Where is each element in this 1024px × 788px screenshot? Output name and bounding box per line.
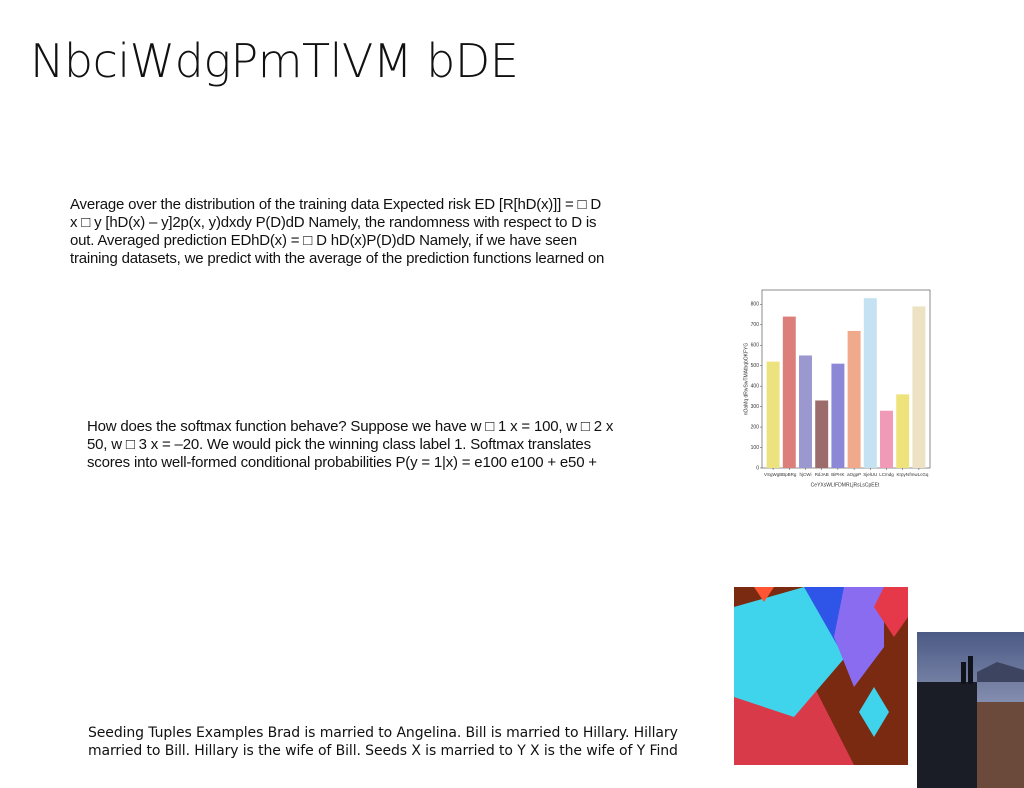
text-line: Seeding Tuples Examples Brad is married … [88,725,678,741]
slide-title: NbciWdgPmTlVM bDE [30,34,519,88]
abstract-image [734,587,908,765]
y-tick-label: 300 [751,404,760,410]
x-tick-label: SjelUU [863,472,877,477]
x-tick-label: hjCWi [800,472,812,477]
y-tick-label: 0 [756,465,759,471]
x-tick-label: aOgpP [847,472,861,477]
x-tick-label: BiPHK [831,472,844,477]
bar [831,363,845,468]
text-line: training datasets, we predict with the a… [70,250,605,267]
x-tick-label: fmwLcGq [909,472,929,477]
text-line: x □ y [hD(x) – y]2p(x, y)dxdy P(D)dD Nam… [70,214,597,231]
x-tick-label: BpBRg [782,472,797,477]
paragraph: Average over the distribution of the tra… [70,196,604,268]
photo [917,632,1024,788]
bar [863,298,877,468]
text-line: How does the softmax function behave? Su… [87,418,614,435]
x-tick-label: RdJAB [815,472,829,477]
bar [799,355,812,468]
y-tick-label: 200 [751,424,760,430]
y-axis-label: nOaMq dRwSwTMAtbqbOKFYG [743,343,749,416]
bar [880,410,893,468]
y-tick-label: 700 [751,322,760,328]
bar [912,306,926,468]
x-tick-label: LCmdg [879,472,894,477]
x-axis-label: CeYXsWLIFDMRLjRsLsCpEEt [811,482,880,488]
y-tick-label: 500 [751,363,760,369]
axes-frame [761,289,931,469]
text-line: 50, w □ 3 x = –20. We would pick the win… [87,436,591,453]
y-tick-label: 800 [751,302,760,308]
x-tick-label: VSgWgB [764,472,782,477]
paragraph: Seeding Tuples Examples Brad is married … [88,724,678,760]
bar [782,316,796,468]
text-line: married to Bill. Hillary is the wife of … [88,743,678,759]
y-tick-label: 100 [751,445,760,451]
bar [847,330,861,468]
text-line: out. Averaged prediction EDhD(x) = □ D h… [70,232,577,249]
y-tick-label: 400 [751,383,760,389]
paragraph: How does the softmax function behave? Su… [87,418,613,472]
y-tick-label: 600 [751,343,760,349]
text-line: scores into well-formed conditional prob… [87,454,597,471]
text-line: Average over the distribution of the tra… [70,196,601,213]
bar [896,394,910,468]
bar-chart: CeYXsWLIFDMRLjRsLsCpEEt nOaMq dRwSwTMAtb… [743,289,931,488]
bar [815,400,829,468]
bar [766,361,780,468]
x-tick-label: KrpyN [896,472,909,477]
